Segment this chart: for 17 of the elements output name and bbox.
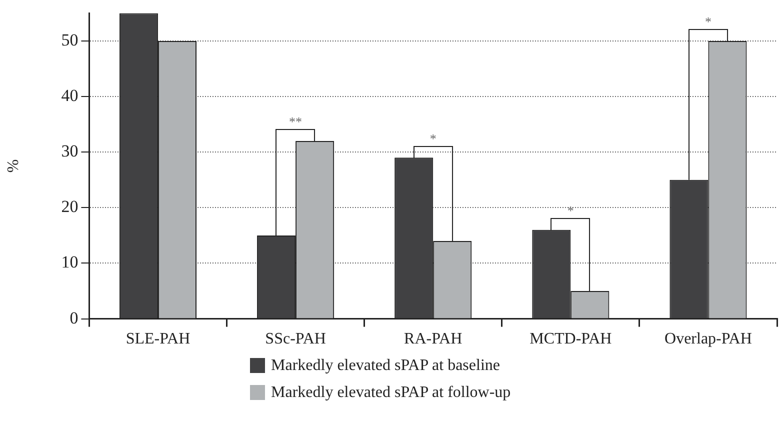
annotation: * [704,14,712,29]
annotation: ** [288,114,304,129]
y-tick-label: 10 [61,252,78,272]
x-tick-label: RA-PAH [404,330,463,348]
x-tick-label: MCTD-PAH [530,330,612,348]
x-tick-label: SLE-PAH [126,330,191,348]
y-axis-title: % [4,159,22,173]
y-tick-label: 20 [61,197,78,216]
y-tick-label: 30 [61,142,78,161]
y-tick-label: 50 [61,30,78,50]
legend-label: Markedly elevated sPAP at baseline [271,356,500,374]
legend-label: Markedly elevated sPAP at follow-up [271,384,511,402]
x-tick-label: SSc-PAH [265,330,326,348]
x-tick-label: Overlap-PAH [664,330,752,348]
y-tick-label: 0 [70,308,78,328]
annotation: * [428,130,438,146]
y-tick-label: 40 [61,86,78,106]
